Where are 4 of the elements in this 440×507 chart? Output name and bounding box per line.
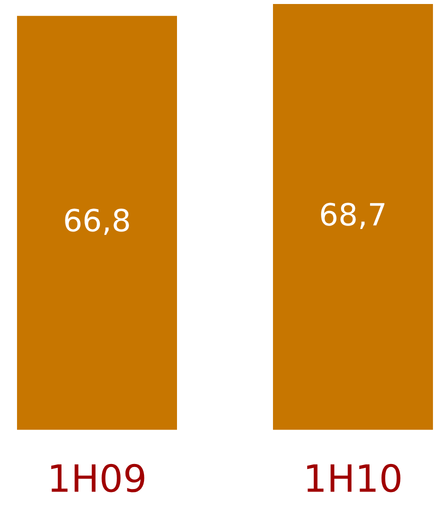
x-tick-label: 1H09: [51, 464, 144, 492]
data-label: 68,7: [321, 202, 384, 229]
data-label: 66,8: [65, 208, 129, 235]
x-tick-label: 1H10: [307, 464, 400, 492]
